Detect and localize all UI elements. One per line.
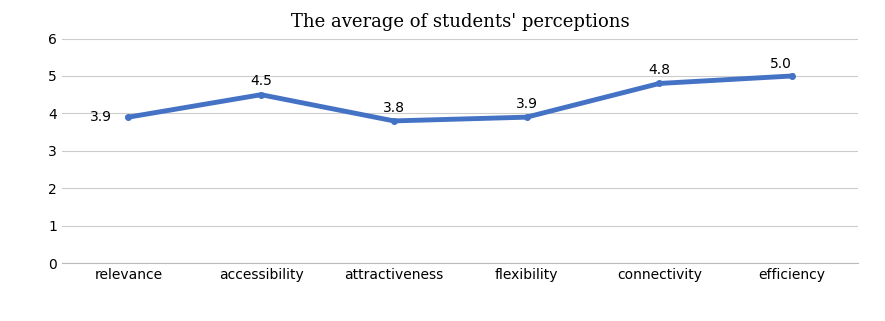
- Text: 4.8: 4.8: [649, 63, 670, 77]
- Text: 5.0: 5.0: [770, 57, 792, 72]
- Text: 3.8: 3.8: [383, 100, 404, 115]
- Text: 4.5: 4.5: [250, 74, 272, 88]
- Title: The average of students' perceptions: The average of students' perceptions: [291, 13, 629, 31]
- Text: 3.9: 3.9: [516, 97, 537, 111]
- Text: 3.9: 3.9: [90, 110, 112, 124]
